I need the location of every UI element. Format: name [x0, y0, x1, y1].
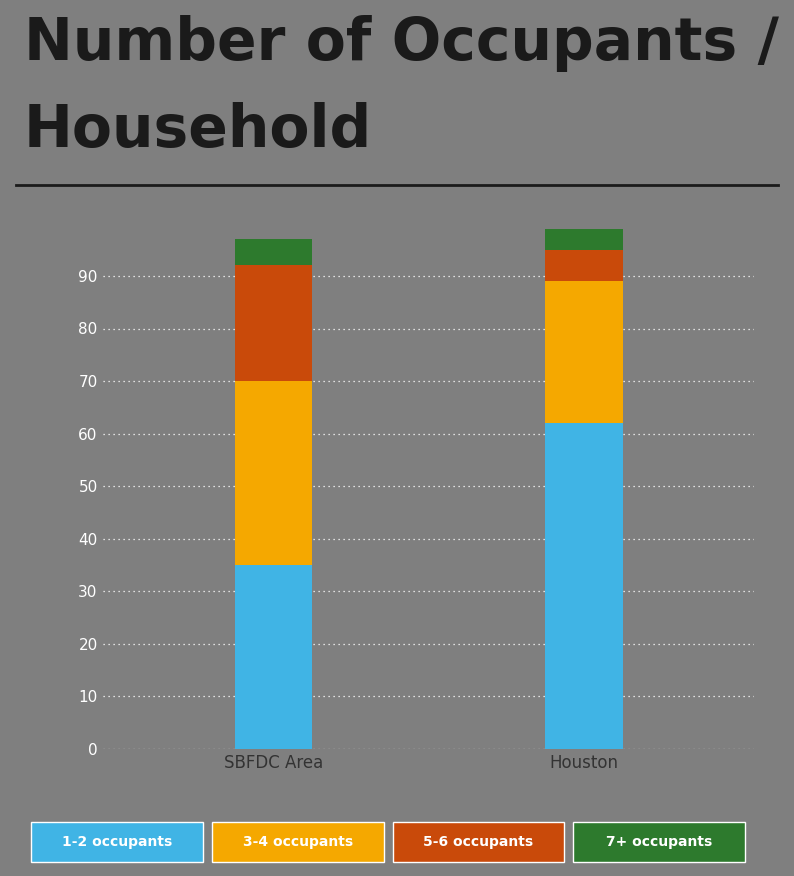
- Text: Number of Occupants /: Number of Occupants /: [24, 16, 779, 73]
- Bar: [235, 565, 313, 749]
- Text: 7+ occupants: 7+ occupants: [606, 835, 712, 849]
- FancyBboxPatch shape: [31, 822, 203, 862]
- Text: 3-4 occupants: 3-4 occupants: [243, 835, 353, 849]
- Bar: [235, 239, 313, 265]
- Text: Household: Household: [24, 102, 372, 159]
- Text: 1-2 occupants: 1-2 occupants: [62, 835, 172, 849]
- Bar: [545, 423, 622, 749]
- FancyBboxPatch shape: [212, 822, 384, 862]
- FancyBboxPatch shape: [392, 822, 565, 862]
- Bar: [545, 281, 622, 423]
- Bar: [235, 381, 313, 565]
- Bar: [235, 265, 313, 381]
- FancyBboxPatch shape: [573, 822, 745, 862]
- Bar: [545, 250, 622, 281]
- Bar: [545, 229, 622, 250]
- Text: 5-6 occupants: 5-6 occupants: [423, 835, 534, 849]
